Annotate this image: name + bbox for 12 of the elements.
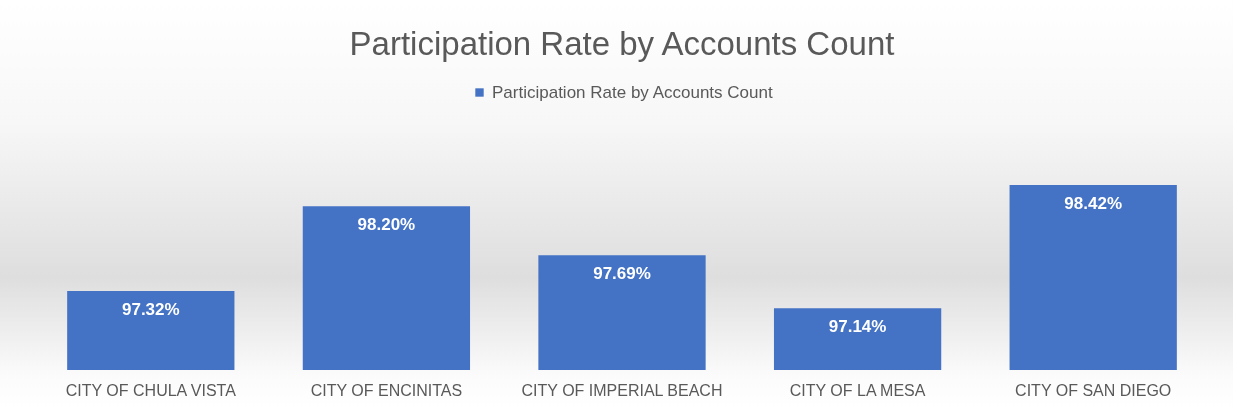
x-tick-label: CITY OF ENCINITAS — [310, 381, 463, 399]
data-label: 98.42% — [1064, 194, 1123, 213]
legend-label: Participation Rate by Accounts Count — [492, 82, 773, 102]
x-tick-label: CITY OF IMPERIAL BEACH — [521, 381, 723, 399]
x-tick-label: CITY OF LA MESA — [789, 381, 926, 399]
chart-title: Participation Rate by Accounts Count — [349, 25, 895, 62]
data-label: 97.32% — [121, 299, 180, 319]
data-label: 97.14% — [828, 317, 887, 337]
data-label: 97.69% — [593, 264, 651, 284]
x-tick-label: CITY OF CHULA VISTA — [65, 381, 237, 399]
x-tick-label: CITY OF SAN DIEGO — [1015, 381, 1172, 399]
data-label: 98.20% — [357, 215, 416, 235]
